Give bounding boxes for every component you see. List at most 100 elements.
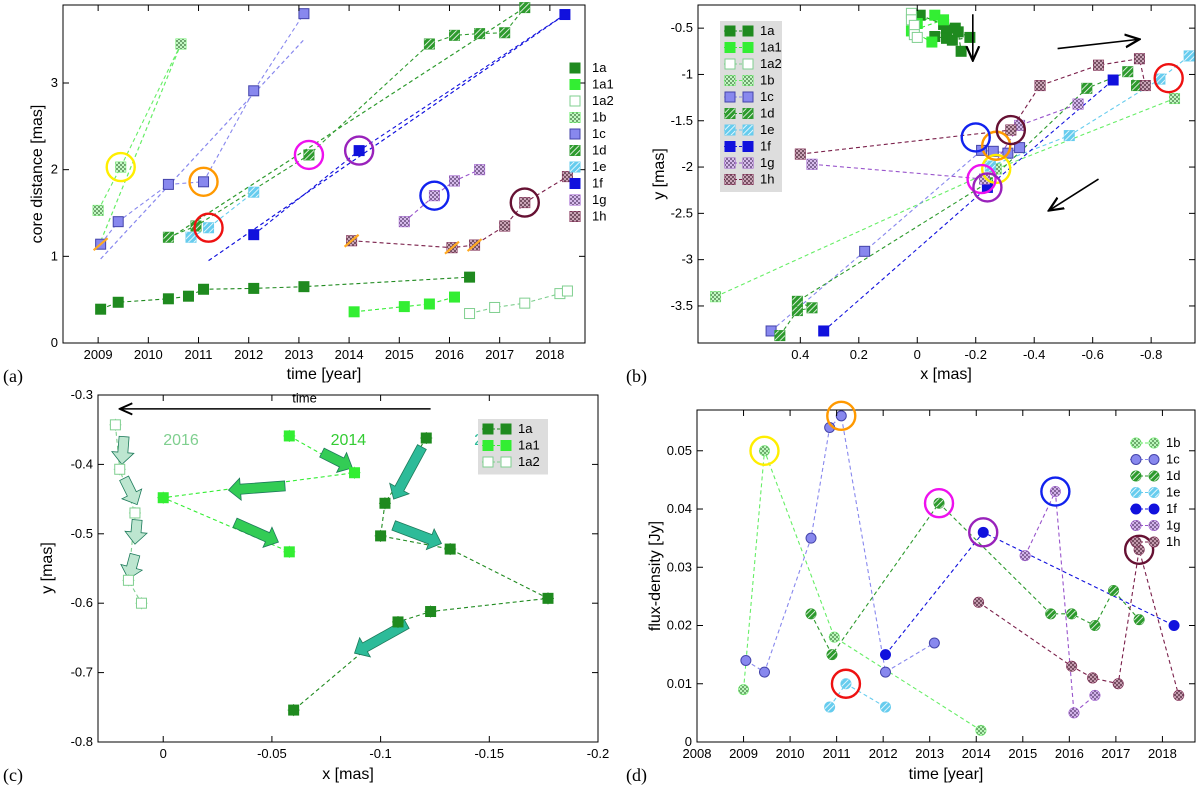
legend-label-1a1: 1a1 (518, 438, 540, 453)
x-tick-label: 2013 (915, 746, 944, 761)
x-tick-label: 2012 (234, 347, 263, 362)
panel-label: (c) (3, 765, 23, 786)
data-point-1f (879, 649, 891, 661)
data-point-1d-texture (424, 39, 435, 49)
series-line-1d (810, 502, 1140, 656)
series-line-1h (800, 58, 1146, 155)
series-line-1b (97, 43, 182, 211)
highlight-circle (509, 187, 540, 218)
data-point-1h-texture (1140, 80, 1151, 91)
trend-line-1d (168, 7, 526, 240)
y-tick-label: 0.05 (667, 443, 692, 458)
data-point-1a (95, 303, 107, 315)
legend-marker-1h-texture (743, 174, 753, 185)
legend-marker-1a2 (569, 95, 581, 107)
data-point-1a (298, 281, 310, 293)
y-tick-label: 0.04 (667, 501, 692, 516)
direction-arrow (227, 477, 286, 502)
data-point-1c (198, 176, 210, 188)
legend-label-1c: 1c (760, 89, 774, 104)
highlight-circle (1123, 534, 1155, 565)
ticks: 2008 2009 2010 2011 2012 2013 2014 2015 2016 2017… (667, 410, 1195, 761)
data-point-1e-texture (1184, 50, 1195, 61)
data-point-1f (248, 229, 260, 241)
y-tick-label: 3 (51, 75, 58, 90)
data-point-1b-texture (975, 725, 986, 736)
data-point-1e-texture (824, 702, 835, 713)
data-point-1c (859, 245, 871, 257)
data-point-1c (162, 178, 174, 190)
legend-label-1h: 1h (760, 172, 774, 187)
x-tick-label: -0.6 (1081, 347, 1103, 362)
y-tick-label: -0.7 (71, 665, 93, 680)
highlight-circle (830, 668, 862, 699)
data-point-1d-texture (774, 330, 785, 341)
highlight-circle (960, 122, 991, 153)
data-point-1g-texture (1020, 550, 1031, 561)
data-point-1a1 (926, 36, 938, 48)
data-point-1d-texture (474, 28, 485, 39)
data-point-1d-texture (792, 296, 803, 307)
y-tick-label: 1 (51, 248, 58, 263)
data-point-1a2 (135, 597, 147, 609)
highlight-circle (1040, 476, 1071, 507)
x-tick-label: 2017 (485, 347, 514, 362)
plot-frame (697, 4, 1196, 344)
data-point-1a1 (349, 467, 361, 479)
plot-content (738, 400, 1185, 736)
data-point-1g-texture (807, 159, 818, 170)
x-tick-label: 2014 (335, 347, 364, 362)
legend-label-1b: 1b (592, 110, 606, 125)
orange-mark (444, 240, 460, 255)
legend-label-1a2: 1a2 (760, 56, 782, 71)
panel-label: (b) (626, 366, 647, 387)
panel-b: 0.4 0.2 0 -0.2 -0.4 -0.6 -0.8 -0.5 -1 -1.5 -2 -2.5 -… (626, 4, 1196, 387)
x-tick-label: 2014 (962, 746, 991, 761)
data-point-1c (928, 637, 940, 649)
data-point-1a (952, 26, 964, 38)
plot-frame (97, 394, 599, 743)
y-tick-label: -0.6 (71, 595, 93, 610)
data-point-1e-texture (985, 161, 996, 172)
data-point-1b-texture (1169, 93, 1180, 104)
x-tick-label: 2018 (1148, 746, 1177, 761)
legend-marker-1b-texture (725, 75, 735, 86)
legend-marker-1d-texture (725, 108, 735, 119)
legend-label-1c: 1c (1166, 452, 1180, 467)
data-point-1a2 (129, 507, 141, 519)
data-point-1a2 (911, 31, 923, 43)
data-point-1a (288, 704, 300, 716)
series-line-1a (100, 276, 470, 310)
legend-marker-1g-texture (743, 158, 753, 168)
legend-label-1f: 1f (1166, 501, 1177, 516)
data-point-1d-texture (1122, 66, 1133, 77)
data-point-1h-texture (1005, 125, 1016, 136)
data-point-1c (758, 666, 770, 678)
legend-label-1e: 1e (592, 159, 606, 174)
highlight-circle (968, 517, 999, 548)
panel-a: 2009 2010 2011 2012 2013 2014 2015 2016 2017 2018… (3, 2, 614, 387)
legend-label-1b: 1b (760, 73, 774, 88)
legend-label-1a2: 1a2 (592, 93, 614, 108)
time-label: time (292, 391, 317, 406)
data-point-1e-texture (880, 702, 891, 713)
data-point-1h-texture (1173, 690, 1184, 701)
data-point-1c (835, 410, 847, 422)
data-point-1h-texture (499, 221, 510, 231)
x-tick-label: -0.8 (1140, 347, 1162, 362)
y-axis-label: core distance [mas] (29, 105, 46, 244)
data-point-1e-texture (840, 678, 851, 689)
x-axis-label: time [year] (909, 766, 984, 783)
ticks: 0.4 0.2 0 -0.2 -0.4 -0.6 -0.8 -0.5 -1 -1.5 -2 -2.5 -… (671, 5, 1195, 362)
series-line-1d (168, 7, 526, 238)
x-tick-label: -0.2 (965, 347, 987, 362)
data-point-1h-texture (795, 149, 806, 160)
legend-marker-1e-texture (725, 125, 735, 135)
data-point-1a2 (122, 574, 134, 586)
data-point-1e-texture (1154, 74, 1165, 85)
direction-arrow (119, 475, 143, 506)
highlight-circle (193, 212, 224, 243)
data-point-1a2 (109, 419, 121, 431)
